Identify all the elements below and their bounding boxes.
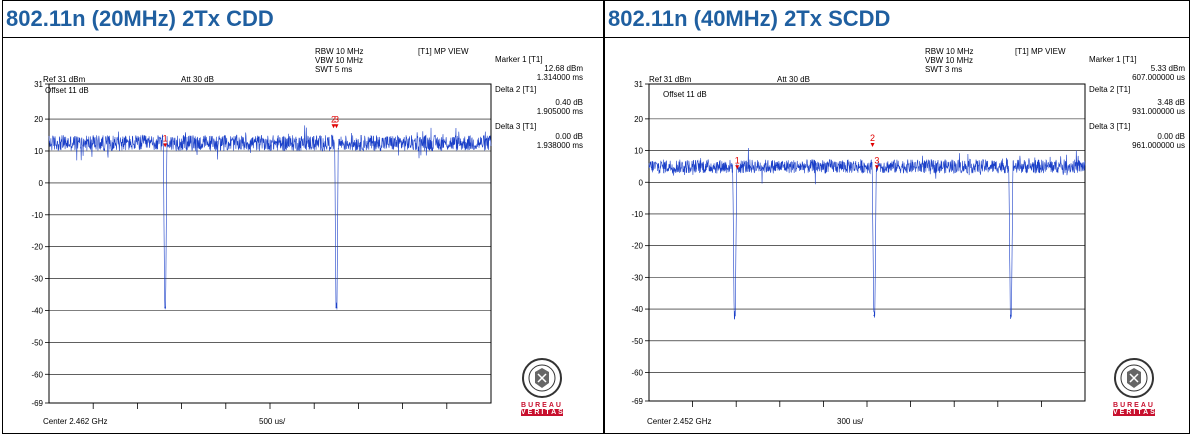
y-tick-label: 20 bbox=[634, 115, 643, 124]
offset-label: Offset 11 dB bbox=[45, 86, 89, 95]
y-tick-label: 10 bbox=[634, 147, 643, 156]
marker-2-pos: 931.000000 us bbox=[1132, 107, 1185, 116]
marker-1-value: 12.68 dBm bbox=[544, 64, 583, 73]
y-tick-label: -60 bbox=[631, 368, 643, 377]
ref-label: Ref 31 dBm bbox=[649, 75, 692, 84]
marker-3-pos: 961.000000 us bbox=[1132, 141, 1185, 150]
logo-bottom-text: VERITAS bbox=[521, 409, 565, 416]
y-tick-label: -69 bbox=[31, 399, 43, 408]
y-tick-label: -40 bbox=[31, 306, 43, 315]
marker-1-glyph bbox=[163, 143, 168, 148]
spectrum-trace bbox=[48, 125, 492, 310]
marker-3-value: 0.00 dB bbox=[1157, 132, 1185, 141]
logo-top-text: BUREAU bbox=[521, 402, 563, 409]
chart-title: 802.11n (20MHz) 2Tx CDD bbox=[3, 1, 603, 38]
y-tick-label: -10 bbox=[31, 211, 43, 220]
swt-label: SWT 5 ms bbox=[315, 65, 353, 74]
y-tick-label: 20 bbox=[34, 115, 43, 124]
y-tick-label: -69 bbox=[631, 397, 643, 406]
marker-3-pos: 1.938000 ms bbox=[536, 141, 583, 150]
plot-frame bbox=[48, 83, 492, 404]
marker-2-label: Delta 2 [T1] bbox=[1089, 85, 1131, 94]
dip-point-2 bbox=[873, 314, 876, 317]
dip-point-1 bbox=[733, 314, 736, 317]
rbw-label: RBW 10 MHz bbox=[315, 47, 364, 56]
ref-label: Ref 31 dBm bbox=[43, 75, 86, 84]
swt-label: SWT 3 ms bbox=[925, 65, 963, 74]
marker-1-glyph bbox=[735, 165, 740, 170]
chart-panel-40mhz: 802.11n (40MHz) 2Tx SCDD RBW 10 MHz VBW … bbox=[604, 0, 1190, 434]
dip-point-1 bbox=[164, 306, 166, 309]
y-tick-label: 0 bbox=[39, 179, 44, 188]
att-label: Att 30 dB bbox=[181, 75, 214, 84]
y-tick-label: -50 bbox=[631, 337, 643, 346]
y-tick-label: 0 bbox=[639, 178, 644, 187]
y-tick-label: 31 bbox=[634, 80, 643, 89]
marker-3-value: 0.00 dB bbox=[555, 132, 583, 141]
spectrum-plot: 31 20 10 0 -10 -20 -30 -40 -50 -60 -69 1 23 bbox=[31, 80, 492, 409]
marker-2-glyph bbox=[331, 124, 336, 129]
marker-2-value: 0.40 dB bbox=[555, 98, 583, 107]
span-label: 300 us/ bbox=[837, 417, 864, 426]
spectrum-plot: 31 20 10 0 -10 -20 -30 -40 -50 -60 -69 1 2 3 bbox=[631, 80, 1086, 407]
bureau-veritas-logo: BUREAU VERITAS bbox=[521, 356, 563, 416]
plot-frame bbox=[648, 83, 1086, 402]
marker-3-label: Delta 3 [T1] bbox=[1089, 122, 1131, 131]
marker-3-glyph bbox=[334, 124, 339, 129]
marker-1-id: 1 bbox=[735, 155, 740, 165]
vbw-label: VBW 10 MHz bbox=[925, 56, 974, 65]
dip-point-2 bbox=[335, 306, 338, 309]
marker-1-value: 5.33 dBm bbox=[1150, 64, 1185, 73]
chart-panel-20mhz: 802.11n (20MHz) 2Tx CDD RBW 10 MHz VBW 1… bbox=[2, 0, 604, 434]
dip-point-3 bbox=[1010, 314, 1012, 317]
center-label: Center 2.452 GHz bbox=[647, 417, 712, 426]
y-tick-label: 10 bbox=[34, 147, 43, 156]
marker-1-pos: 607.000000 us bbox=[1132, 73, 1185, 82]
marker-3-id: 3 bbox=[874, 155, 879, 165]
veritas-seal-icon bbox=[1114, 358, 1154, 398]
y-tick-label: -50 bbox=[31, 338, 43, 347]
offset-label: Offset 11 dB bbox=[663, 90, 707, 99]
center-label: Center 2.462 GHz bbox=[43, 417, 108, 426]
veritas-seal-icon bbox=[522, 358, 562, 398]
mode-label: [T1] MP VIEW bbox=[418, 47, 469, 56]
marker-3-id: 3 bbox=[334, 114, 339, 124]
rbw-label: RBW 10 MHz bbox=[925, 47, 974, 56]
y-tick-label: -10 bbox=[631, 210, 643, 219]
logo-bottom-text: VERITAS bbox=[1113, 409, 1157, 416]
marker-2-glyph bbox=[870, 143, 875, 148]
y-tick-label: -60 bbox=[31, 370, 43, 379]
y-tick-label: -20 bbox=[631, 242, 643, 251]
mode-label: [T1] MP VIEW bbox=[1015, 47, 1066, 56]
marker-2-label: Delta 2 [T1] bbox=[495, 85, 537, 94]
att-label: Att 30 dB bbox=[777, 75, 810, 84]
marker-1-label: Marker 1 [T1] bbox=[495, 55, 543, 64]
y-tick-label: -30 bbox=[631, 273, 643, 282]
marker-2-pos: 1.905000 ms bbox=[536, 107, 583, 116]
span-label: 500 us/ bbox=[259, 417, 286, 426]
bureau-veritas-logo: BUREAU VERITAS bbox=[1113, 356, 1155, 416]
marker-2-id: 2 bbox=[870, 133, 875, 143]
y-tick-label: -30 bbox=[31, 275, 43, 284]
marker-1-pos: 1.314000 ms bbox=[536, 73, 583, 82]
marker-2-id: 2 bbox=[331, 114, 336, 124]
y-tick-label: -40 bbox=[631, 305, 643, 314]
marker-3-glyph bbox=[874, 165, 879, 170]
y-tick-label: 31 bbox=[34, 80, 43, 89]
y-tick-label: -20 bbox=[31, 243, 43, 252]
marker-2-value: 3.48 dB bbox=[1157, 98, 1185, 107]
vbw-label: VBW 10 MHz bbox=[315, 56, 364, 65]
spectrum-trace bbox=[648, 147, 1086, 320]
chart-title: 802.11n (40MHz) 2Tx SCDD bbox=[605, 1, 1189, 38]
logo-top-text: BUREAU bbox=[1113, 402, 1155, 409]
marker-1-id: 1 bbox=[163, 133, 168, 143]
marker-3-label: Delta 3 [T1] bbox=[495, 122, 537, 131]
marker-1-label: Marker 1 [T1] bbox=[1089, 55, 1137, 64]
